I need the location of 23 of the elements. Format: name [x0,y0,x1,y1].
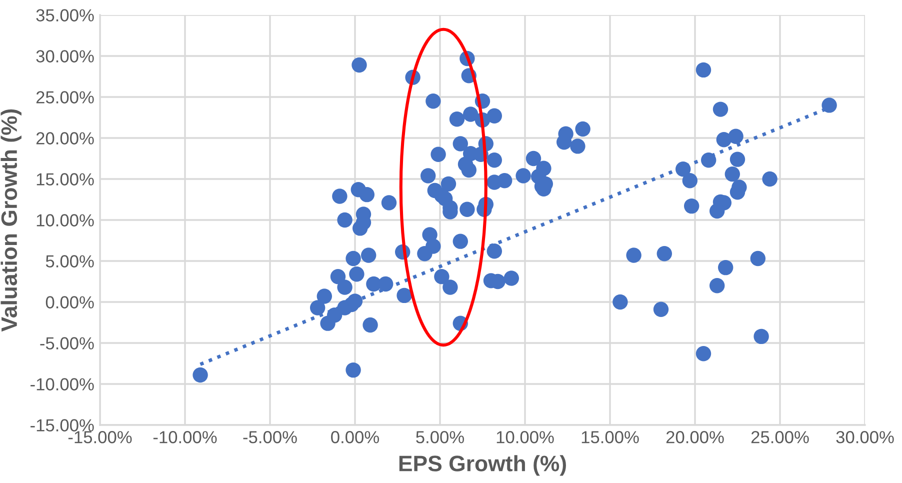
x-tick-label: 20.00% [666,431,724,444]
x-tick-label: 10.00% [496,431,554,444]
y-tick-label: 10.00% [36,214,94,226]
y-tick-label: -5.00% [40,337,94,350]
y-tick-label: 15.00% [36,173,94,186]
y-tick-label: 30.00% [36,50,94,62]
y-axis-title: Valuation Growth (%) [0,109,22,332]
y-tick-label: 20.00% [36,132,94,144]
x-tick-label: -10.00% [153,431,217,444]
y-tick-label: 25.00% [36,91,94,104]
y-tick-label: 5.00% [46,255,94,268]
x-tick-label: 0.00% [331,431,379,444]
x-tick-label: 25.00% [751,431,809,444]
y-tick-label: -10.00% [30,378,94,390]
x-axis-title: EPS Growth (%) [399,455,566,476]
y-tick-label: 35.00% [36,9,94,22]
x-tick-label: 5.00% [416,431,464,444]
x-tick-label: -5.00% [243,431,297,444]
y-tick-label: 0.00% [46,296,94,308]
y-tick-label: -15.00% [30,419,94,432]
x-tick-label: -15.00% [68,431,132,444]
x-tick-label: 15.00% [582,431,639,444]
x-tick-label: 30.00% [836,431,894,444]
